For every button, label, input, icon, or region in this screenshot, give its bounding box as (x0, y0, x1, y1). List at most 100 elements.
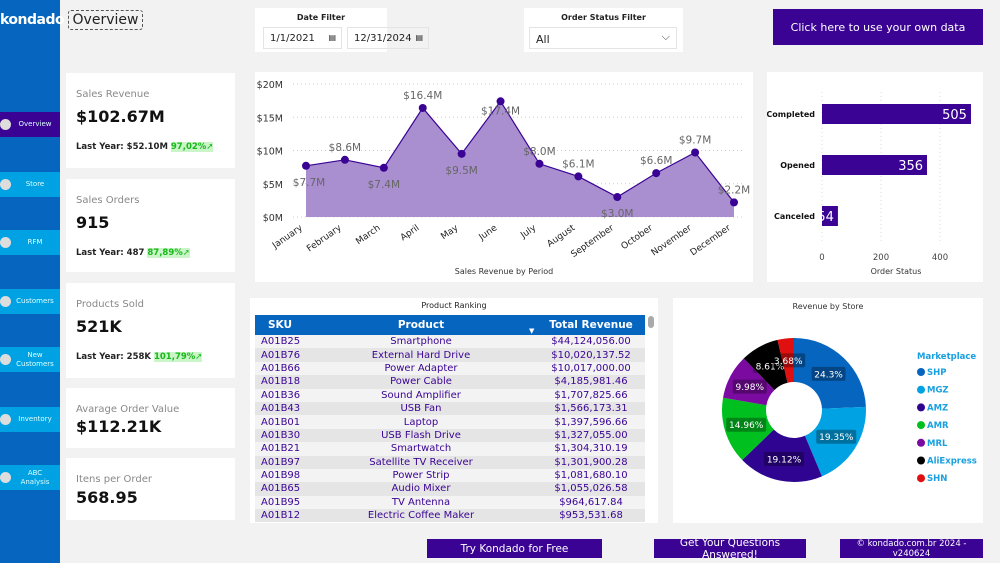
sku-cell: A01B97 (255, 455, 305, 469)
legend-item[interactable]: AMZ (927, 403, 948, 413)
legend-item[interactable]: MRL (927, 439, 948, 449)
data-label: 54 (817, 210, 834, 225)
bar[interactable] (822, 206, 838, 226)
pie-slice[interactable] (742, 429, 822, 482)
data-point[interactable] (613, 193, 622, 202)
data-point[interactable] (691, 148, 700, 157)
legend-item[interactable]: SHN (927, 474, 947, 484)
data-point[interactable] (535, 159, 544, 168)
legend-item[interactable]: MGZ (927, 386, 949, 396)
data-point[interactable] (379, 163, 388, 172)
table-row[interactable]: A01B95 TV Antenna $964,617.84 (255, 495, 645, 510)
sidebar-item-new-customers[interactable]: New Customers (0, 347, 60, 372)
legend-item[interactable]: AliExpress (927, 457, 977, 467)
sidebar-item-store[interactable]: Store (0, 172, 60, 197)
column-header-total-revenue[interactable]: Total Revenue ▼ (529, 315, 645, 335)
legend-item[interactable]: AMR (927, 421, 949, 431)
date-filter: Date Filter 1/1/2021 ▤ 12/31/2024 ▤ (255, 8, 429, 52)
sidebar-item-rfm[interactable]: RFM (0, 230, 60, 255)
sidebar-item-abc-analysis[interactable]: ABC Analysis (0, 465, 60, 490)
sku-cell: A01B66 (255, 361, 305, 376)
revenue-cell: $1,081,680.10 (537, 468, 645, 483)
data-label-bg (726, 417, 767, 432)
table-row[interactable]: A01B76 External Hard Drive $10,020,137.52 (255, 348, 645, 362)
pie-slice[interactable] (723, 358, 775, 406)
kpi-label: Sales Orders (76, 195, 140, 206)
sidebar-item-label: Overview (18, 120, 52, 128)
table-row[interactable]: A01B43 USB Fan $1,566,173.31 (255, 401, 645, 416)
sidebar-item-inventory[interactable]: Inventory (0, 407, 60, 432)
pie-slice[interactable] (777, 338, 795, 383)
data-point[interactable] (457, 149, 466, 158)
use-own-data-button[interactable]: Click here to use your own data (773, 9, 983, 45)
kpi-change-value: 101,79% (153, 352, 196, 362)
table-row[interactable]: A01B30 USB Flash Drive $1,327,055.00 (255, 428, 645, 443)
table-row[interactable]: A01B21 Smartwatch $1,304,310.19 (255, 442, 645, 456)
data-label-bg (811, 366, 846, 381)
nav-dot-icon (0, 472, 11, 483)
pie-slice[interactable] (804, 406, 866, 477)
sidebar-item-overview[interactable]: Overview (0, 112, 60, 137)
legend-item[interactable]: SHP (927, 368, 946, 378)
table-row[interactable]: A01B97 Satellite TV Receiver $1,301,900.28 (255, 455, 645, 469)
table-row[interactable]: A01B25 Smartphone $44,124,056.00 (255, 335, 645, 349)
data-point[interactable] (730, 198, 738, 207)
product-cell: Smartphone (305, 335, 537, 349)
table-scrollbar[interactable] (648, 316, 654, 328)
revenue-cell: $953,531.68 (537, 509, 645, 523)
bar[interactable] (822, 104, 971, 124)
sidebar-item-customers[interactable]: Customers (0, 289, 60, 314)
column-header-product[interactable]: Product (305, 315, 537, 335)
data-label: $8.0M (523, 146, 555, 158)
data-label: 3.68% (774, 357, 803, 367)
data-label: 19.35% (819, 433, 854, 443)
data-point[interactable] (302, 161, 310, 170)
x-tick-label: May (439, 223, 461, 242)
category-label: Canceled (774, 212, 815, 221)
pie-slice[interactable] (722, 397, 774, 461)
revenue-cell: $10,020,137.52 (537, 348, 645, 362)
order-status-select[interactable]: All ⌵ (529, 27, 677, 49)
data-label: 356 (898, 159, 923, 174)
legend-marker (917, 474, 925, 483)
category-label: Opened (780, 161, 815, 170)
calendar-icon[interactable]: ▤ (328, 33, 336, 42)
revenue-cell: $1,304,310.19 (537, 442, 645, 456)
data-point[interactable] (340, 155, 349, 164)
table-row[interactable]: A01B18 Power Cable $4,185,981.46 (255, 375, 645, 389)
data-label: $6.6M (640, 155, 672, 167)
pie-slice[interactable] (794, 338, 866, 409)
legend-title: Marketplace (917, 352, 976, 362)
data-label-bg (816, 429, 857, 444)
x-tick-label: August (546, 223, 578, 250)
data-point[interactable] (496, 97, 505, 106)
data-point[interactable] (418, 103, 427, 112)
table-row[interactable]: A01B36 Sound Amplifier $1,707,825.66 (255, 388, 645, 402)
end-date-input[interactable]: 12/31/2024 ▤ (347, 27, 429, 49)
try-kondado-button[interactable]: Try Kondado for Free (427, 539, 602, 558)
table-row[interactable]: A01B12 Electric Coffee Maker $953,531.68 (255, 509, 645, 523)
revenue-cell: $1,055,026.58 (537, 482, 645, 496)
x-tick-label: June (477, 223, 500, 243)
table-row[interactable]: A01B65 Audio Mixer $1,055,026.58 (255, 482, 645, 496)
data-label: 14.96% (729, 421, 764, 431)
copyright-link[interactable]: © kondado.com.br 2024 - v240624 (840, 539, 983, 559)
column-header-sku[interactable]: SKU (255, 315, 305, 335)
pie-slice[interactable] (743, 339, 788, 390)
kpi-card-avarage-order-value: Avarage Order Value $112.21K (66, 388, 235, 448)
product-cell: Power Strip (305, 468, 537, 483)
start-date-input[interactable]: 1/1/2021 ▤ (263, 27, 342, 49)
table-row[interactable]: A01B01 Laptop $1,397,596.66 (255, 415, 645, 429)
chevron-down-icon: ⌵ (661, 30, 670, 43)
table-row[interactable]: A01B98 Power Strip $1,081,680.10 (255, 468, 645, 483)
data-point[interactable] (652, 169, 661, 178)
bar[interactable] (822, 155, 928, 175)
x-tick-label: July (518, 223, 538, 241)
product-cell: External Hard Drive (305, 348, 537, 362)
data-point[interactable] (574, 172, 583, 181)
calendar-icon[interactable]: ▤ (415, 33, 423, 42)
table-row[interactable]: A01B66 Power Adapter $10,017,000.00 (255, 361, 645, 376)
revenue-by-store-chart: Revenue by Store 24.3% 19.35% 19.12% 14.96% 9… (722, 302, 977, 484)
arrow-up-right-icon: ➚ (206, 142, 214, 152)
questions-button[interactable]: Get Your Questions Answered! (654, 537, 806, 561)
